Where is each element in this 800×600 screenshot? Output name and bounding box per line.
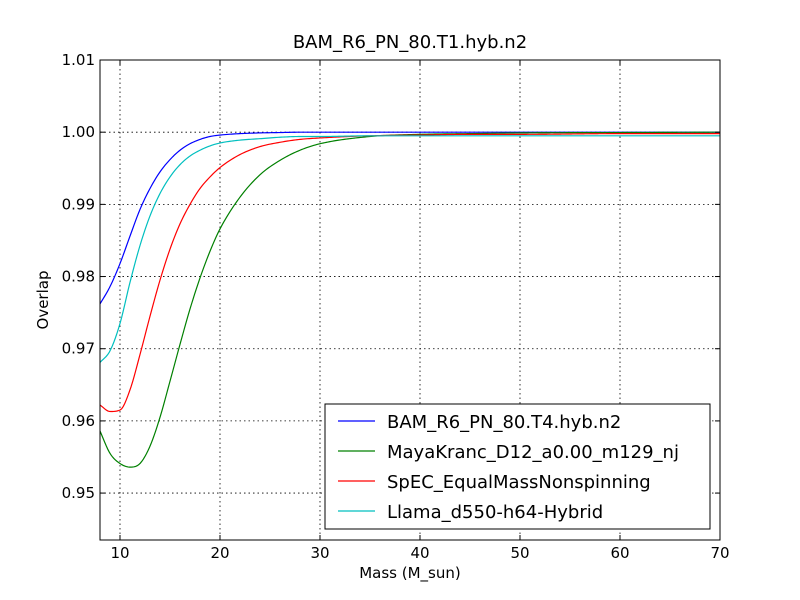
axis-ticks xyxy=(100,59,721,540)
legend-label: SpEC_EqualMassNonspinning xyxy=(387,472,651,493)
plot-frame xyxy=(99,59,721,541)
series-lines xyxy=(99,131,721,468)
y-tick-labels: 0.95 0.96 0.97 0.98 0.99 1.00 1.01 xyxy=(62,51,95,502)
x-tick-labels: 10 20 30 40 50 60 70 xyxy=(110,544,729,562)
series-line-3 xyxy=(99,133,720,413)
x-tick-label: 50 xyxy=(510,544,529,562)
y-tick-label: 1.00 xyxy=(62,123,95,141)
y-tick-label: 0.97 xyxy=(62,340,95,358)
chart-title: BAM_R6_PN_80.T1.hyb.n2 xyxy=(293,32,527,53)
x-tick-label: 40 xyxy=(410,544,429,562)
legend-box xyxy=(324,403,711,530)
x-tick-label: 10 xyxy=(110,544,129,562)
legend-label: BAM_R6_PN_80.T4.hyb.n2 xyxy=(387,412,621,433)
y-tick-label: 1.01 xyxy=(62,51,95,69)
y-axis-label: Overlap xyxy=(34,271,52,330)
y-tick-label: 0.98 xyxy=(62,268,95,286)
x-axis-label: Mass (M_sun) xyxy=(359,564,461,583)
series-line-4 xyxy=(99,135,720,363)
legend-entries: BAM_R6_PN_80.T4.hyb.n2 MayaKranc_D12_a0.0… xyxy=(338,412,679,523)
y-tick-label: 0.99 xyxy=(62,195,95,213)
x-tick-label: 60 xyxy=(610,544,629,562)
series-line-1 xyxy=(99,131,720,305)
x-tick-label: 30 xyxy=(310,544,329,562)
y-tick-label: 0.95 xyxy=(62,484,95,502)
x-tick-label: 20 xyxy=(210,544,229,562)
legend: BAM_R6_PN_80.T4.hyb.n2 MayaKranc_D12_a0.0… xyxy=(324,403,711,530)
x-tick-label: 70 xyxy=(710,544,729,562)
legend-label: MayaKranc_D12_a0.00_m129_nj xyxy=(387,442,679,463)
legend-label: Llama_d550-h64-Hybrid xyxy=(387,502,603,523)
y-tick-label: 0.96 xyxy=(62,412,95,430)
